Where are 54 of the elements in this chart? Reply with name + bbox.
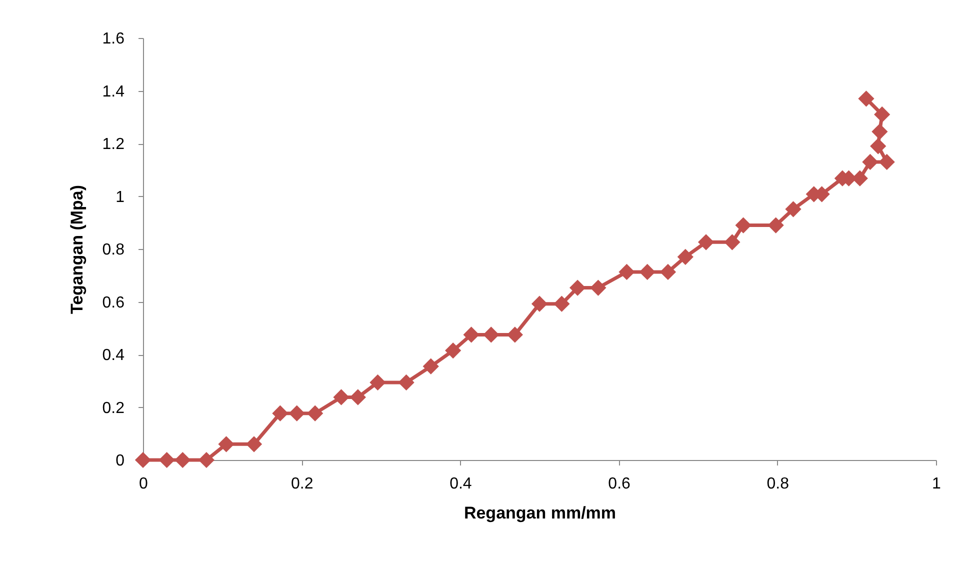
point [872, 124, 888, 140]
point [870, 138, 886, 154]
x-tick-label: 1 [932, 476, 942, 492]
point [350, 389, 366, 406]
point [158, 452, 175, 468]
point [333, 389, 350, 406]
point [218, 436, 234, 452]
y-axis-title: Tegangan (Mpa) [67, 184, 86, 314]
point [134, 452, 152, 468]
point [246, 436, 262, 452]
x-tick-label: 0.8 [766, 476, 790, 492]
point [660, 264, 676, 280]
x-tick-label: 0 [139, 476, 148, 492]
point [858, 90, 874, 107]
point [307, 405, 324, 422]
point [862, 154, 878, 170]
point [554, 296, 570, 312]
y-tick-label: 1.4 [102, 83, 125, 100]
point [288, 405, 305, 422]
point [483, 326, 500, 343]
x-tick-label: 0.6 [608, 476, 631, 492]
x-axis-title: Regangan mm/mm [464, 504, 616, 522]
point [735, 217, 752, 234]
point [506, 326, 523, 343]
y-tick-label: 1 [116, 188, 125, 206]
point [445, 342, 462, 359]
point [785, 201, 802, 218]
point [398, 374, 414, 391]
point [724, 234, 740, 250]
x-tick-label: 0.4 [450, 476, 472, 492]
point [174, 452, 191, 468]
y-tick-label: 0.2 [102, 400, 125, 417]
point [639, 264, 656, 280]
point [698, 234, 714, 250]
point [422, 358, 439, 374]
point [570, 280, 586, 296]
y-tick-label: 1.2 [102, 136, 125, 153]
point [370, 374, 386, 391]
point [590, 280, 606, 296]
point [874, 106, 890, 123]
y-tick-label: 0 [116, 452, 125, 470]
point [198, 452, 214, 468]
y-tick-label: 0.8 [102, 242, 125, 258]
point [531, 296, 548, 312]
y-tick-label: 0.4 [102, 347, 125, 364]
point [677, 248, 694, 265]
point [463, 326, 480, 343]
point [768, 217, 784, 234]
point [878, 154, 895, 170]
x-tick-label: 0.2 [290, 476, 314, 492]
point [618, 264, 635, 280]
y-tick-label: 1.6 [102, 30, 125, 48]
y-tick-label: 0.6 [102, 294, 125, 312]
point [272, 405, 288, 422]
